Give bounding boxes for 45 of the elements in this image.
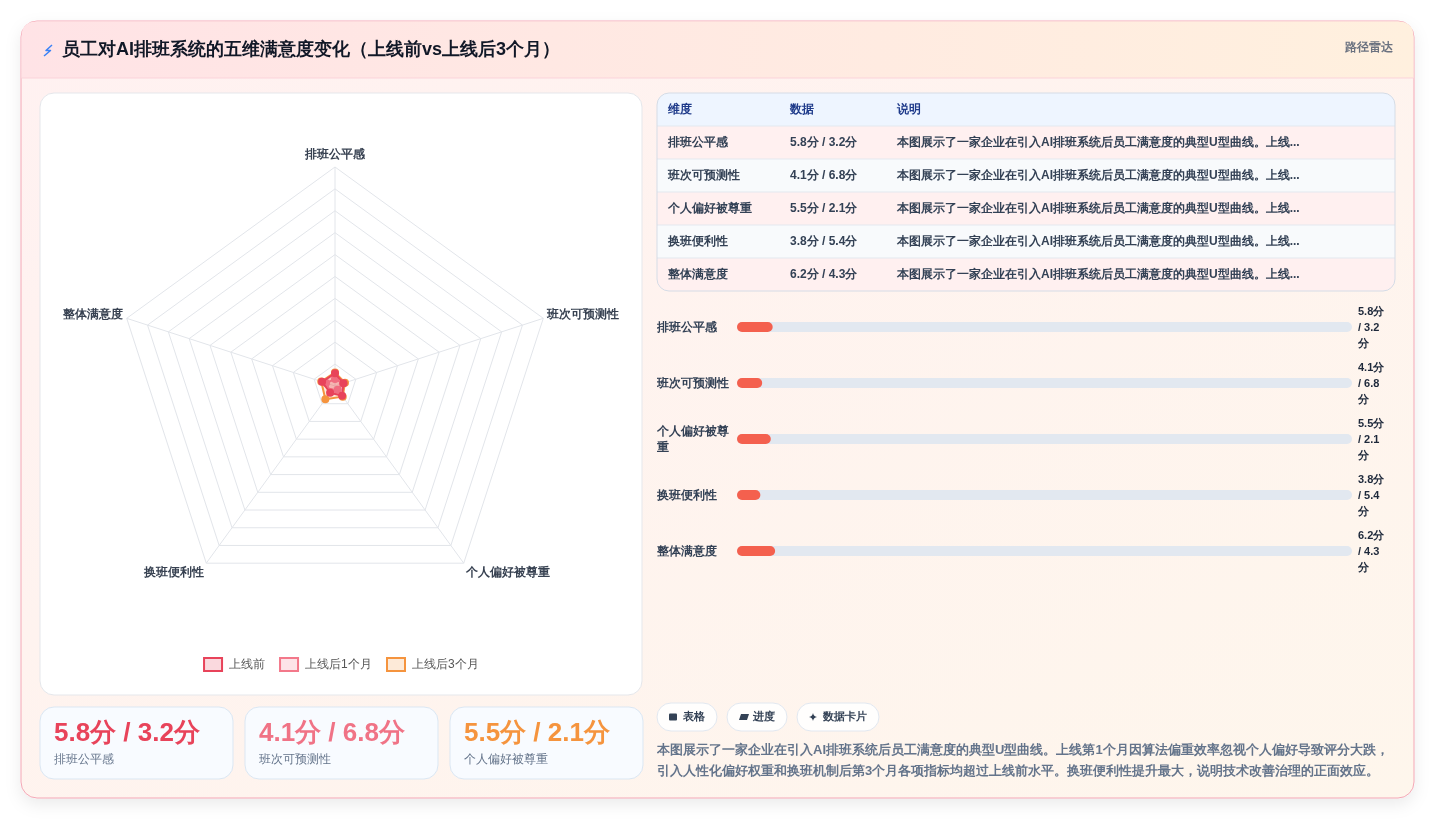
text: 5.5分 / 2.1分 [790,200,858,215]
text: 本图展示了一家企业在引入AI排班系统后员工满意度的典型U型曲线。上线... [897,266,1300,281]
text: 本图展示了一家企业在引入AI排班系统后员工满意度的典型U型曲线。上线... [897,233,1300,248]
spoke-label: 换班便利性 [142,565,204,580]
category-label: 维度 [667,101,692,116]
text: 本图展示了一家企业在引入AI排班系统后员工满意度的典型U型曲线。上线... [897,167,1300,182]
text: 4.1分 / 6.8分 [790,167,858,182]
category-label: 表格 [682,709,706,722]
spoke-label: 整体满意度 [61,306,123,321]
category-label: 个人偏好被尊重 [464,752,548,767]
spoke-label: 个人偏好被尊重 [465,565,551,580]
text: 班次可预测性 [668,167,740,182]
spoke-label: 班次可预测性 [546,306,620,321]
text: 3.8分 / 5.4分 [790,233,858,248]
text: 个人偏好被尊重 [668,200,752,215]
y-tick-label: 换班便利性 [657,487,717,503]
legend-label: 上线后1个月 [305,657,372,672]
legend-label: 上线前 [229,657,266,672]
text: 5.8分 / 3.2分 [54,716,200,747]
text: 4.1分 / 6.8分 [259,716,405,747]
category-label: 班次可预测性 [259,752,331,767]
y-tick-label: 整体满意度 [657,543,717,559]
legend-label: 上线后3个月 [412,657,479,672]
data-label: 5.8分 / 3.2分 [1358,304,1386,351]
text: 6.2分 / 4.3分 [790,266,858,281]
category-label: 数据 [789,101,814,116]
text: 本图展示了一家企业在引入AI排班系统后员工满意度的典型U型曲线。上线第1个月因算法偏重效率忽视个人偏好导致评分大跌，引入人性化偏好权重和换班机制后第3个月各项指标均超过上线前水平。换班便利性提升最大，说明技术改善治理的正面效应。 [657,741,1390,780]
category-label: 说明 [896,101,921,116]
data-label: 6.2分 / 4.3分 [1358,528,1386,575]
text: 员工对AI排班系统的五维满意度变化（上线前vs上线后3个月） [61,38,561,59]
data-label: 5.5分 / 2.1分 [1358,416,1386,463]
category-label: 进度 [752,709,775,722]
spoke-label: 排班公平感 [304,147,366,162]
text: 本图展示了一家企业在引入AI排班系统后员工满意度的典型U型曲线。上线... [897,134,1300,149]
category-label: 数据卡片 [822,709,867,722]
data-label: 4.1分 / 6.8分 [1358,360,1386,407]
text: 5.8分 / 3.2分 [790,134,858,149]
y-tick-label: 班次可预测性 [657,375,729,391]
text: 路径雷达 [1344,40,1394,55]
data-label: 3.8分 / 5.4分 [1358,472,1386,519]
category-label: 排班公平感 [54,752,114,767]
y-tick-label: 个人偏好被尊重 [657,423,730,455]
y-tick-label: 排班公平感 [657,319,717,335]
text: 本图展示了一家企业在引入AI排班系统后员工满意度的典型U型曲线。上线... [897,200,1300,215]
text: 5.5分 / 2.1分 [464,716,610,747]
